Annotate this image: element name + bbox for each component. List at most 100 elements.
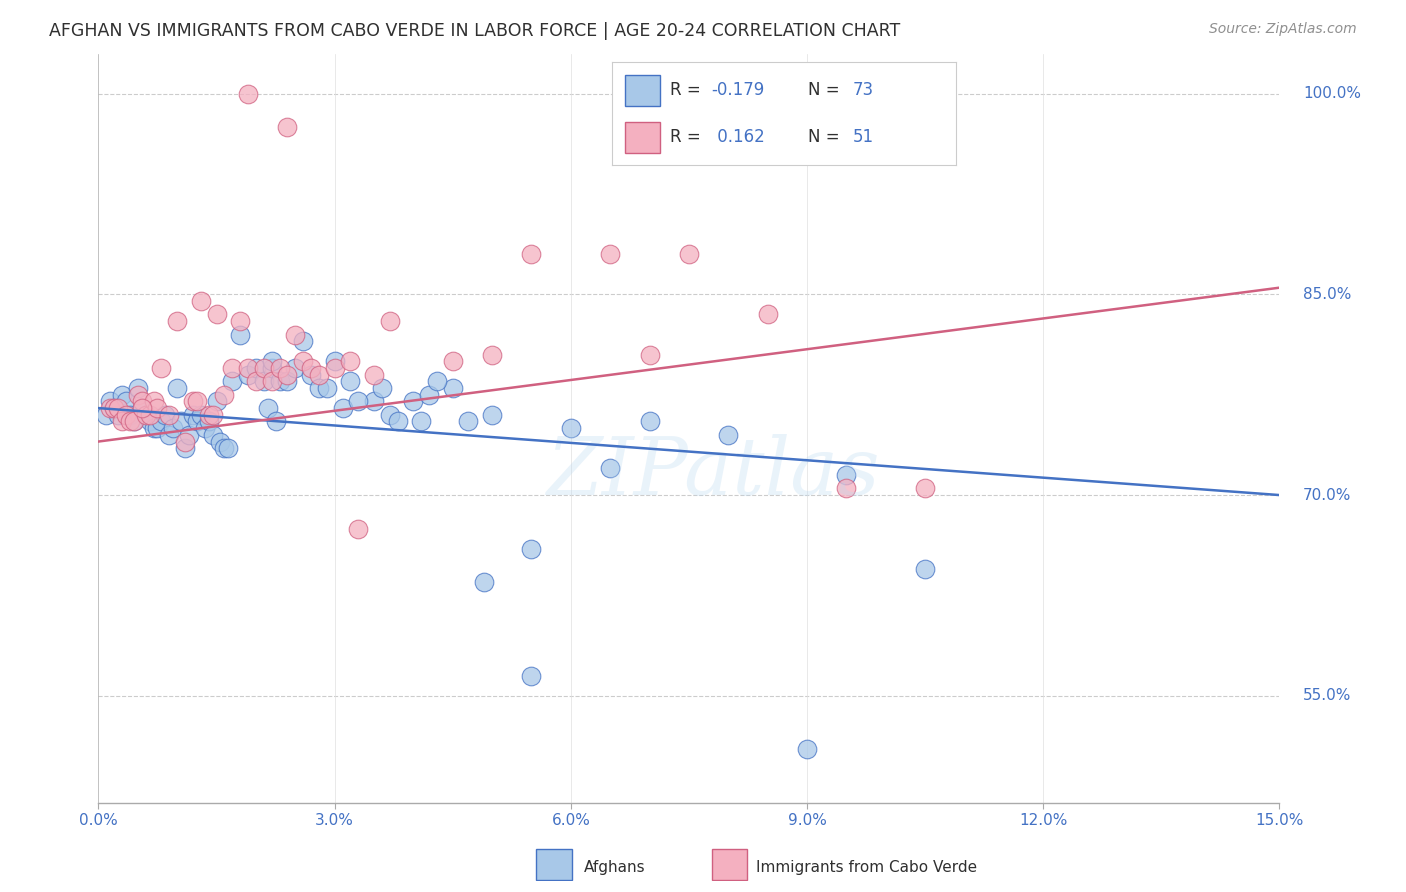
Point <box>221 375 243 389</box>
Text: 85.0%: 85.0% <box>1303 287 1351 301</box>
Point <box>472 574 495 589</box>
Point <box>127 387 149 401</box>
Point <box>457 414 479 428</box>
Point <box>96 408 118 422</box>
Point <box>186 414 208 428</box>
Point <box>157 427 180 442</box>
Point <box>118 414 141 428</box>
Point <box>229 327 252 342</box>
Point <box>174 434 197 449</box>
Point <box>155 408 177 422</box>
Point <box>332 401 354 415</box>
Point <box>323 354 346 368</box>
Point <box>260 375 283 389</box>
Point <box>638 414 661 428</box>
Point <box>142 394 165 409</box>
Point <box>221 360 243 375</box>
Point <box>638 348 661 362</box>
Text: 55.0%: 55.0% <box>1303 689 1351 703</box>
Point <box>426 375 449 389</box>
Point <box>170 414 193 428</box>
Point <box>599 247 621 261</box>
Point <box>411 414 433 428</box>
Point <box>194 421 217 435</box>
Point <box>98 394 121 409</box>
Point <box>308 368 330 382</box>
Point <box>481 348 503 362</box>
Point <box>717 427 740 442</box>
Point <box>122 414 145 428</box>
Point <box>142 421 165 435</box>
Point <box>260 354 283 368</box>
Text: 100.0%: 100.0% <box>1303 87 1361 101</box>
Text: Afghans: Afghans <box>583 860 645 874</box>
Point <box>245 360 267 375</box>
Point <box>150 414 173 428</box>
Point <box>835 467 858 482</box>
Point <box>292 354 315 368</box>
Point <box>245 375 267 389</box>
Point <box>236 87 259 101</box>
Point <box>418 387 440 401</box>
Point <box>520 669 543 683</box>
Point <box>914 481 936 495</box>
Point <box>98 401 121 415</box>
Point <box>299 368 322 382</box>
Text: N =: N = <box>808 128 845 146</box>
Point <box>835 481 858 495</box>
Point <box>599 461 621 475</box>
Point <box>339 354 361 368</box>
Point <box>520 541 543 556</box>
Point <box>122 414 145 428</box>
Point <box>269 360 291 375</box>
Text: AFGHAN VS IMMIGRANTS FROM CABO VERDE IN LABOR FORCE | AGE 20-24 CORRELATION CHAR: AFGHAN VS IMMIGRANTS FROM CABO VERDE IN … <box>49 22 900 40</box>
Point <box>378 408 401 422</box>
Point <box>181 408 204 422</box>
Point <box>214 387 236 401</box>
Point <box>118 408 141 422</box>
Point <box>157 408 180 422</box>
Text: R =: R = <box>671 81 706 99</box>
Point <box>146 421 169 435</box>
Point <box>441 381 464 395</box>
Point <box>166 381 188 395</box>
Text: ZIPatlas: ZIPatlas <box>546 434 879 512</box>
Point <box>678 247 700 261</box>
Point <box>560 421 582 435</box>
Bar <box>626 75 659 105</box>
Point <box>236 360 259 375</box>
Point <box>107 401 129 415</box>
Point <box>111 387 134 401</box>
Point <box>264 414 287 428</box>
Point <box>201 427 224 442</box>
Point <box>284 327 307 342</box>
Point <box>209 434 232 449</box>
Point <box>217 441 239 455</box>
Point <box>260 360 283 375</box>
Point <box>138 408 160 422</box>
Text: -0.179: -0.179 <box>711 81 765 99</box>
Point <box>756 307 779 321</box>
Point <box>276 120 298 135</box>
Point <box>236 368 259 382</box>
Point <box>186 394 208 409</box>
Point <box>138 414 160 428</box>
Point <box>256 401 278 415</box>
Point <box>378 314 401 328</box>
Point <box>103 401 125 415</box>
Text: R =: R = <box>671 128 706 146</box>
Point <box>269 375 291 389</box>
Point <box>276 375 298 389</box>
Point <box>481 408 503 422</box>
Point <box>146 401 169 415</box>
Point <box>308 381 330 395</box>
Point <box>299 360 322 375</box>
Point <box>127 381 149 395</box>
Point <box>135 408 157 422</box>
Point <box>181 394 204 409</box>
Point <box>253 375 276 389</box>
Point <box>292 334 315 348</box>
Point <box>190 408 212 422</box>
Point <box>197 414 219 428</box>
Text: N =: N = <box>808 81 845 99</box>
